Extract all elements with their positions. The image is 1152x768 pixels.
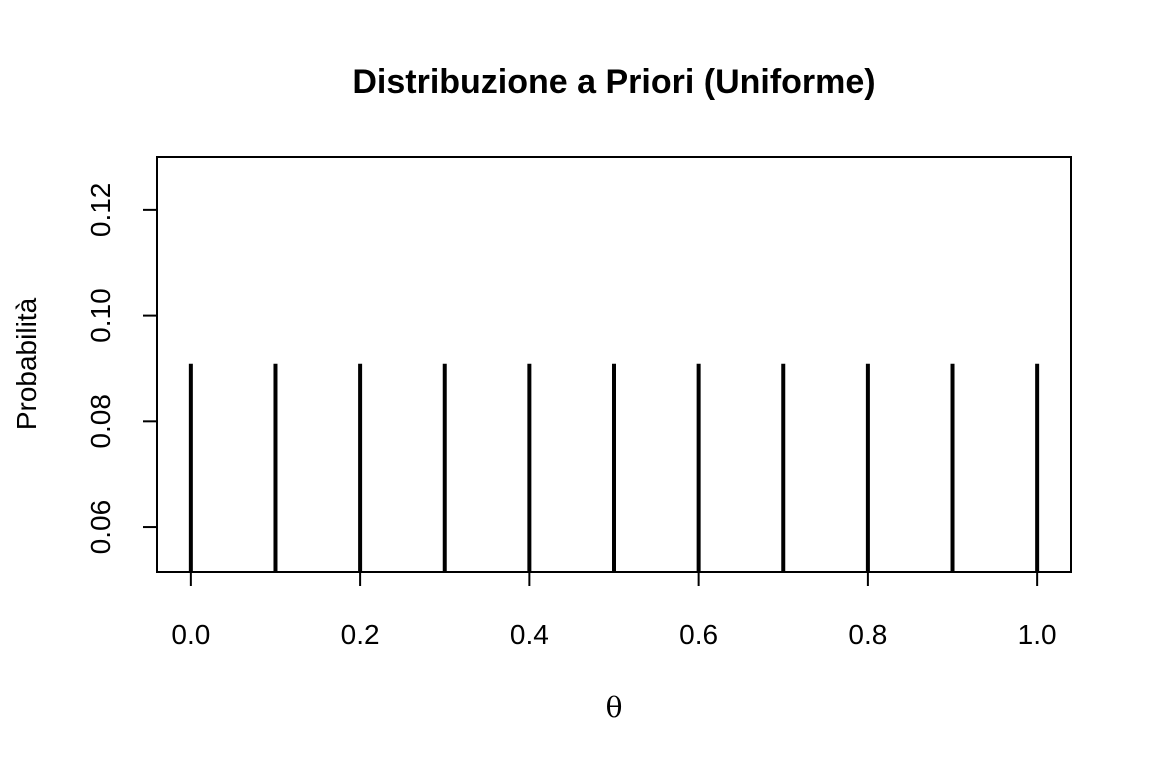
y-tick-label: 0.08 xyxy=(85,394,116,449)
x-tick-label: 1.0 xyxy=(1018,619,1057,650)
y-tick-label: 0.12 xyxy=(85,183,116,238)
x-tick-label: 0.6 xyxy=(679,619,718,650)
y-axis-label: Probabilità xyxy=(11,297,42,430)
y-tick-label: 0.10 xyxy=(85,288,116,343)
chart-title: Distribuzione a Priori (Uniforme) xyxy=(352,63,875,101)
x-axis-label: θ xyxy=(606,691,623,724)
bars-group xyxy=(188,363,1040,572)
x-tick-label: 0.2 xyxy=(341,619,380,650)
x-tick-label: 0.4 xyxy=(510,619,549,650)
x-tick-label: 0.0 xyxy=(171,619,210,650)
y-tick-label: 0.06 xyxy=(85,500,116,555)
x-tick-label: 0.8 xyxy=(848,619,887,650)
x-axis: 0.0 0.2 0.4 0.6 0.8 1.0 xyxy=(171,571,1057,650)
y-axis: 0.06 0.08 0.10 0.12 xyxy=(85,183,158,555)
